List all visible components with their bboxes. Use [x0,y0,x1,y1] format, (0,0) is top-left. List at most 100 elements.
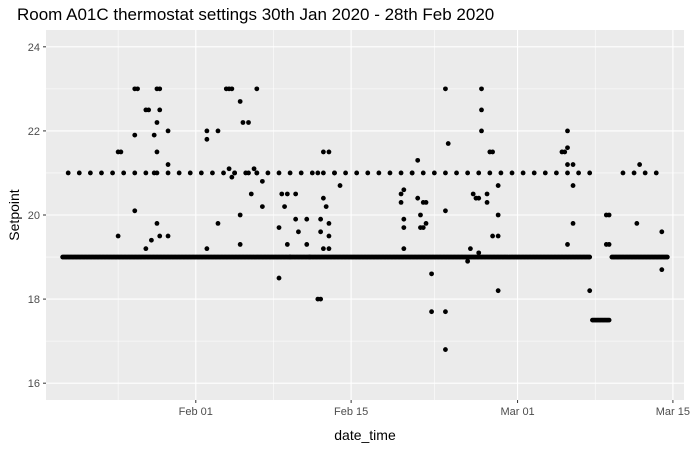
data-point [326,233,332,239]
data-point [326,246,332,252]
data-point [454,170,459,176]
data-point [531,170,537,176]
data-point [165,162,171,167]
data-point [240,120,246,125]
data-point [315,170,321,176]
data-point [165,128,171,134]
data-point [576,170,581,176]
data-point [495,212,501,218]
data-point [664,254,670,260]
data-point [509,170,515,176]
data-point [365,170,371,176]
data-point [495,183,501,188]
data-point [415,195,421,201]
y-tick-label: 20 [28,210,40,222]
data-point [443,208,448,214]
data-point [420,170,426,176]
data-point [187,170,193,176]
data-point [431,170,437,176]
data-point [606,242,612,247]
y-tick-label: 24 [28,42,40,54]
data-point [251,166,257,172]
data-point [157,107,163,113]
data-point [99,170,104,176]
data-point [570,162,576,167]
data-point [143,246,149,252]
data-point [287,170,293,176]
data-point [606,317,612,323]
data-point [429,271,434,277]
data-point [237,99,243,104]
data-point [151,132,157,138]
data-point [149,237,154,243]
data-point [320,170,326,176]
data-point [254,86,260,92]
data-point [259,204,265,209]
y-axis-title: Setpoint [6,189,22,240]
data-point [204,128,210,134]
data-point [587,254,593,260]
data-point [204,136,210,142]
y-tick-label: 22 [28,126,40,138]
x-axis-title: date_time [334,427,396,443]
data-point [157,233,163,239]
data-point [146,107,152,113]
data-point [284,242,290,247]
data-point [445,141,451,146]
data-point [304,216,310,222]
major-gridlines [46,30,684,400]
data-point [484,199,490,205]
data-point [423,221,429,226]
data-point [587,170,593,176]
data-point [318,229,324,235]
data-point [354,170,360,176]
data-point [65,170,71,176]
data-point [465,258,471,264]
data-point [154,221,160,226]
data-point [659,267,665,273]
data-point [221,170,226,176]
data-point [443,86,448,92]
data-point [570,221,576,226]
data-point [401,225,407,231]
data-point [110,170,115,176]
data-point [132,170,138,176]
data-point [118,149,124,155]
data-point [398,199,404,205]
data-point [276,170,282,176]
data-point [490,149,495,155]
data-point [570,183,576,188]
data-point [154,149,160,155]
data-point [151,170,157,176]
data-point [298,170,304,176]
data-point [284,191,290,197]
data-point [320,195,326,201]
data-point [259,178,265,184]
data-point [343,170,348,176]
data-point [326,221,332,226]
data-point [229,174,235,180]
data-point [495,233,501,239]
data-point [479,107,484,113]
data-point [307,254,312,260]
data-point [76,170,82,176]
data-point [484,191,490,197]
data-point [423,199,429,205]
data-point [135,86,140,92]
data-point [637,162,643,167]
data-point [323,204,329,209]
y-tick-label: 16 [28,378,40,390]
data-point [293,216,299,222]
data-point [276,275,282,281]
data-point [565,145,570,151]
data-point [226,166,232,172]
data-point [332,170,337,176]
data-point [132,208,138,214]
data-point [468,246,473,252]
data-point [326,149,332,155]
data-point [495,288,501,294]
y-tick-label: 18 [28,294,40,306]
data-point [115,233,121,239]
data-point [157,86,163,92]
data-point [237,242,243,247]
